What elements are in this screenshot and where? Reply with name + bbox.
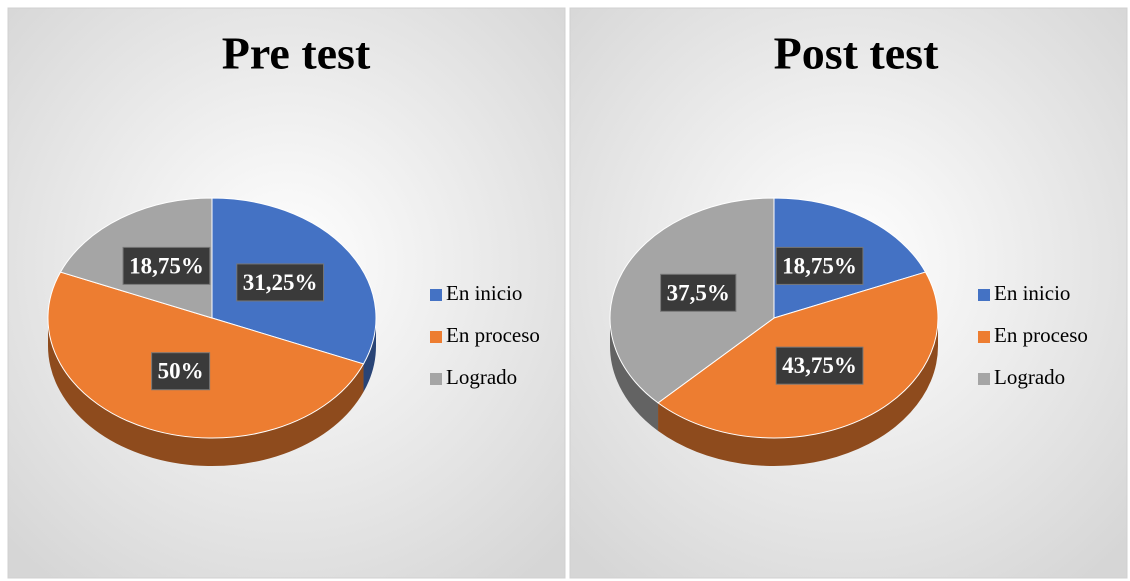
- legend-label: En inicio: [994, 281, 1070, 305]
- legend-label: Logrado: [446, 365, 517, 389]
- legend-swatch: [978, 373, 990, 385]
- chart-title: Post test: [774, 28, 939, 79]
- data-label-box: [151, 352, 211, 391]
- data-label-box: [775, 346, 864, 385]
- data-label: 18,75%: [122, 246, 211, 285]
- data-label: 18,75%: [775, 246, 864, 285]
- legend-swatch: [978, 289, 990, 301]
- legend-swatch: [430, 373, 442, 385]
- data-label-text: 31,25%: [243, 270, 318, 295]
- data-label-box: [122, 246, 211, 285]
- legend-label: En proceso: [994, 323, 1088, 347]
- data-label-text: 18,75%: [782, 253, 857, 278]
- data-label-box: [660, 273, 737, 312]
- data-label: 31,25%: [236, 263, 325, 302]
- data-label-box: [236, 263, 325, 302]
- chart-title: Pre test: [222, 28, 371, 79]
- data-label: 50%: [151, 352, 211, 391]
- data-label-text: 50%: [158, 359, 204, 384]
- slice-side: [610, 318, 659, 431]
- data-label-text: 43,75%: [782, 353, 857, 378]
- slice-side: [363, 318, 376, 392]
- data-label-text: 18,75%: [129, 253, 204, 278]
- legend-swatch: [978, 331, 990, 343]
- data-label-box: [775, 246, 864, 285]
- slice-side: [48, 318, 364, 466]
- data-label-text: 37,5%: [667, 280, 730, 305]
- legend-label: En inicio: [446, 281, 522, 305]
- data-label: 43,75%: [775, 346, 864, 385]
- legend-swatch: [430, 289, 442, 301]
- legend-swatch: [430, 331, 442, 343]
- data-label: 37,5%: [660, 273, 737, 312]
- slice-side: [658, 318, 938, 466]
- legend-label: Logrado: [994, 365, 1065, 389]
- legend-label: En proceso: [446, 323, 540, 347]
